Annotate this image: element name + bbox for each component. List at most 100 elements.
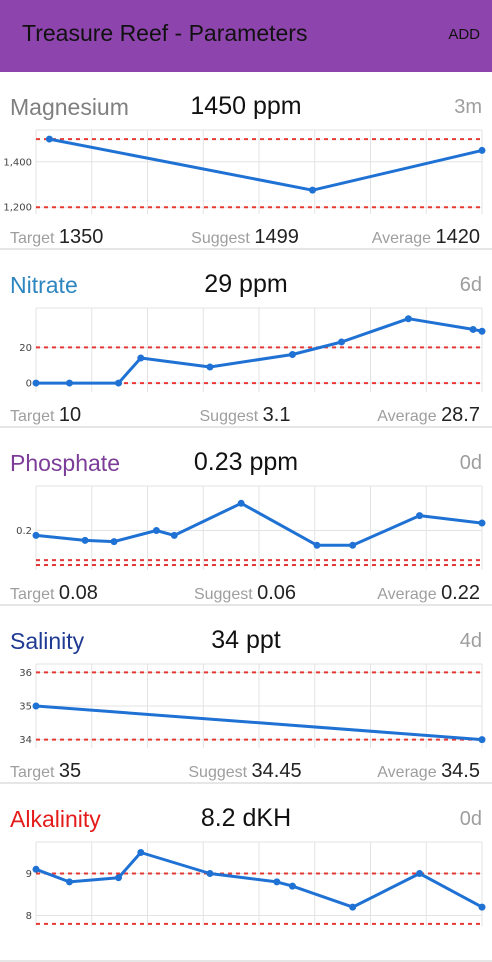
parameter-name: Nitrate xyxy=(10,272,78,298)
parameter-name: Phosphate xyxy=(10,450,120,476)
y-tick-label: 1,200 xyxy=(3,203,32,214)
stats-row: Target 35 Suggest 34.45 Average 34.5 xyxy=(10,760,480,784)
data-point[interactable] xyxy=(237,499,245,507)
parameter-age: 6d xyxy=(459,274,482,296)
stat-label: Suggest xyxy=(188,764,248,781)
data-point[interactable] xyxy=(152,526,160,534)
stat-label: Average xyxy=(377,764,437,781)
parameter-card-phosphate[interactable]: Phosphate 0.23 ppm 0d 0.2 Target 0.08 Suggest… xyxy=(0,428,492,606)
parameter-card-magnesium[interactable]: Magnesium 1450 ppm 3m 1,200 1,400 Target 1350… xyxy=(0,72,492,250)
data-point[interactable] xyxy=(32,702,40,710)
stat-label: Suggest xyxy=(193,586,253,603)
data-point[interactable] xyxy=(309,186,317,194)
y-tick-label: 20 xyxy=(19,343,32,354)
parameter-card-nitrate[interactable]: Nitrate 29 ppm 6d 0 20 Target 10 Suggest 3.1 Av… xyxy=(0,250,492,428)
parameter-chart: 1,200 1,400 xyxy=(3,129,486,214)
stat-average: Average 0.22 xyxy=(377,582,480,605)
stat-value: 0.06 xyxy=(257,582,297,604)
data-point[interactable] xyxy=(115,874,123,882)
data-point[interactable] xyxy=(478,146,486,154)
parameter-chart: 0.2 xyxy=(16,485,486,570)
app-bar: Treasure Reef - Parameters ADD xyxy=(0,0,492,72)
y-tick-label: 9 xyxy=(26,869,32,880)
parameter-chart: 89 xyxy=(26,841,486,926)
y-tick-label: 35 xyxy=(19,702,32,713)
data-point[interactable] xyxy=(288,882,296,890)
stat-value: 34.45 xyxy=(251,760,302,782)
data-point[interactable] xyxy=(32,379,40,387)
stat-value: 1499 xyxy=(254,226,299,248)
y-tick-label: 0.2 xyxy=(16,526,32,537)
data-point[interactable] xyxy=(338,338,346,346)
stat-suggest: Suggest 1499 xyxy=(191,226,299,249)
parameter-name: Salinity xyxy=(10,628,85,654)
data-point[interactable] xyxy=(137,849,145,856)
data-point[interactable] xyxy=(81,536,89,544)
stat-value: 1350 xyxy=(58,226,104,248)
parameter-name: Alkalinity xyxy=(10,806,101,832)
data-point[interactable] xyxy=(206,870,214,877)
page-title: Treasure Reef - Parameters xyxy=(22,20,308,46)
series-line xyxy=(35,704,483,742)
stat-average: Average 34.5 xyxy=(377,760,480,783)
y-tick-label: 1,400 xyxy=(3,157,32,168)
stat-label: Average xyxy=(377,408,437,425)
series-line xyxy=(35,851,483,909)
stat-label: Suggest xyxy=(191,230,250,247)
stats-row: Target 0.08 Suggest 0.06 Average 0.22 xyxy=(10,582,480,606)
parameter-card-salinity[interactable]: Salinity 34 ppt 4d 34 35 36 Target 35 Suggest 3… xyxy=(0,606,492,784)
data-point[interactable] xyxy=(478,327,486,335)
data-point[interactable] xyxy=(110,538,118,546)
stat-label: Target xyxy=(10,586,55,603)
data-point[interactable] xyxy=(478,903,486,911)
stat-target: Target 10 xyxy=(10,404,81,427)
data-point[interactable] xyxy=(273,878,281,886)
parameter-card-alkalinity[interactable]: Alkalinity 8.2 dKH 0d 8 9 xyxy=(0,784,492,962)
stat-target: Target 35 xyxy=(10,760,81,783)
add-button[interactable]: ADD xyxy=(448,26,480,43)
stat-label: Average xyxy=(377,586,437,603)
parameter-value: 8.2 dKH xyxy=(200,804,292,832)
data-point[interactable] xyxy=(65,878,73,886)
parameter-age: 4d xyxy=(459,630,482,652)
stat-value: 34.5 xyxy=(441,760,480,782)
data-point[interactable] xyxy=(416,870,424,877)
data-point[interactable] xyxy=(170,531,178,539)
stat-target: Target 0.08 xyxy=(10,582,98,605)
series-line xyxy=(36,317,483,385)
data-point[interactable] xyxy=(32,531,40,539)
data-point[interactable] xyxy=(404,315,412,323)
data-point[interactable] xyxy=(65,379,73,387)
stat-label: Target xyxy=(10,764,55,781)
parameter-name: Magnesium xyxy=(10,94,129,120)
stat-value: 0.22 xyxy=(441,582,480,604)
y-tick-label: 8 xyxy=(26,911,32,922)
data-point[interactable] xyxy=(478,519,486,527)
data-point[interactable] xyxy=(469,325,477,333)
stat-value: 10 xyxy=(58,404,82,426)
data-point[interactable] xyxy=(349,903,357,911)
y-tick-label: 0 xyxy=(26,379,32,390)
parameter-age: 0d xyxy=(459,808,482,830)
stat-value: 35 xyxy=(58,760,82,782)
stat-suggest: Suggest 34.45 xyxy=(188,760,301,783)
data-point[interactable] xyxy=(45,135,53,143)
stats-row: Target 1350 Suggest 1499 Average 1420 xyxy=(10,226,480,250)
stat-average: Average 1420 xyxy=(372,226,480,249)
parameter-value: 1450 ppm xyxy=(190,92,302,120)
parameter-value: 29 ppm xyxy=(204,270,288,298)
data-point[interactable] xyxy=(478,736,486,744)
data-point[interactable] xyxy=(313,541,321,549)
stat-average: Average 28.7 xyxy=(377,404,480,427)
data-point[interactable] xyxy=(115,379,123,387)
data-point[interactable] xyxy=(137,354,145,362)
data-point[interactable] xyxy=(416,512,424,520)
data-point[interactable] xyxy=(206,363,214,371)
stat-label: Target xyxy=(10,230,55,247)
data-point[interactable] xyxy=(288,350,296,358)
stat-suggest: Suggest 3.1 xyxy=(200,404,291,427)
data-point[interactable] xyxy=(32,865,40,873)
stat-suggest: Suggest 0.06 xyxy=(194,582,296,605)
stat-label: Suggest xyxy=(199,408,259,425)
data-point[interactable] xyxy=(349,541,357,549)
